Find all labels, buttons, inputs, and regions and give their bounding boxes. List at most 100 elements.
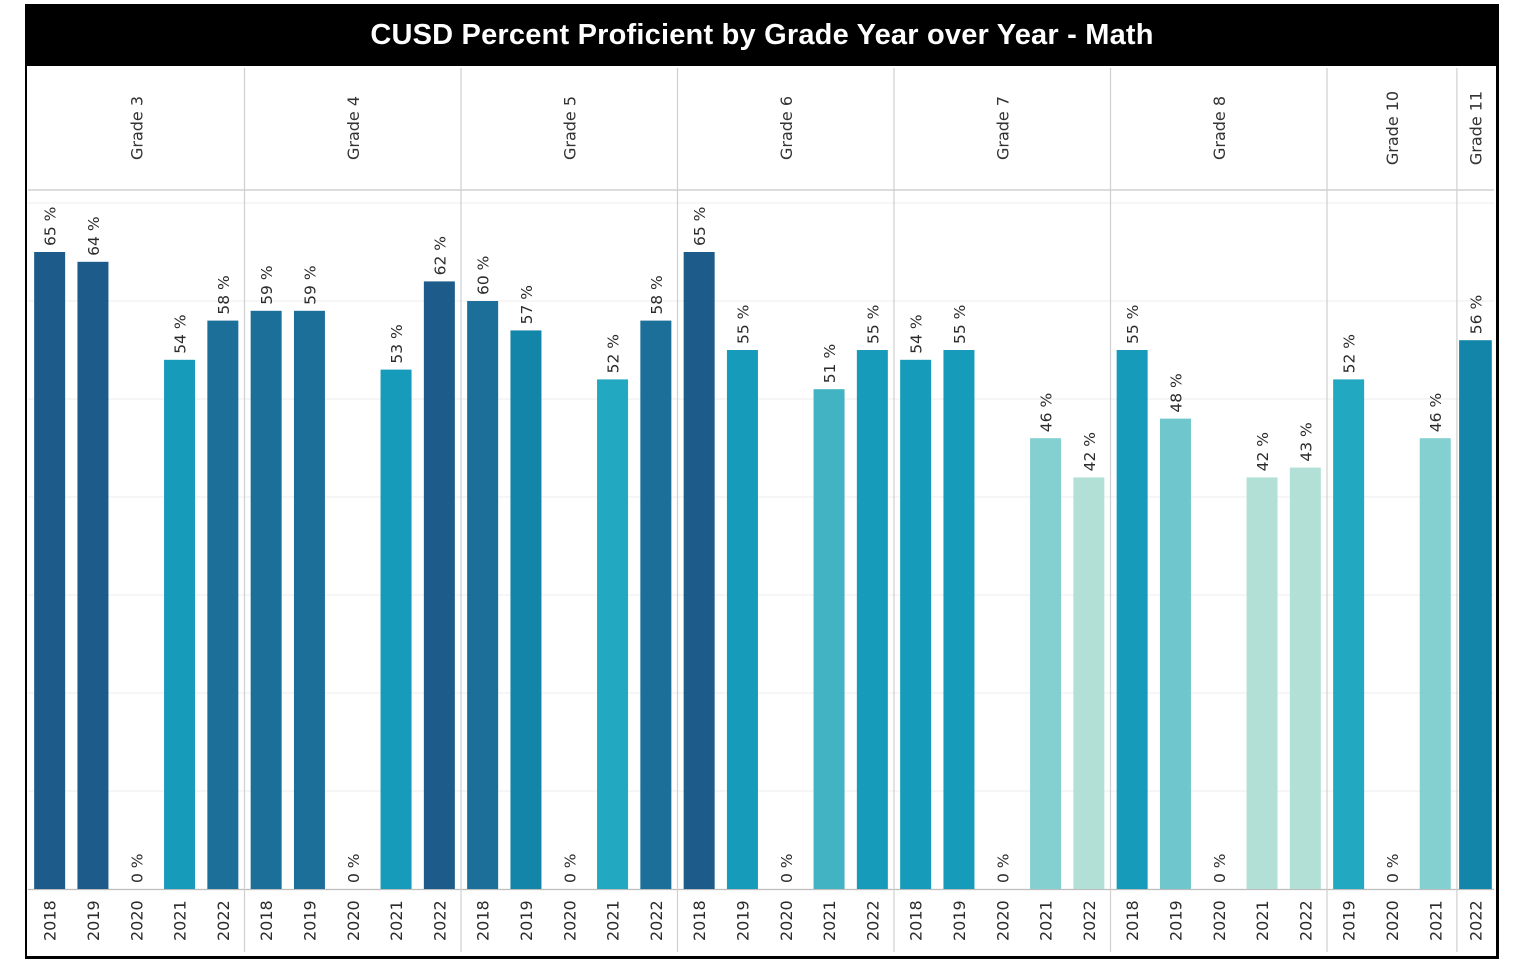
data-label: 62 %: [431, 236, 449, 275]
x-tick-label: 2020: [344, 900, 363, 941]
bar-grade-3-2021: [164, 359, 196, 889]
bar-grade-7-2021: [1030, 438, 1062, 889]
x-tick-label: 2020: [1383, 900, 1402, 941]
x-tick-label: 2019: [517, 900, 536, 941]
x-tick-label: 2022: [1466, 900, 1485, 941]
x-tick-label: 2018: [690, 900, 709, 941]
x-tick-label: 2022: [214, 900, 233, 941]
bar-grade-5-2022: [640, 320, 672, 890]
chart-title: CUSD Percent Proficient by Grade Year ov…: [25, 4, 1499, 66]
data-label: 0 %: [345, 853, 363, 883]
x-tick-label: 2018: [41, 900, 60, 941]
group-header-grade-6: Grade 6: [777, 96, 796, 160]
data-label: 60 %: [475, 256, 493, 295]
x-tick-label: 2020: [777, 900, 796, 941]
data-label: 42 %: [1081, 432, 1099, 471]
bar-grade-4-2018: [250, 310, 282, 889]
bar-grade-4-2021: [380, 369, 412, 890]
data-label: 55 %: [951, 305, 969, 344]
group-header-grade-4: Grade 4: [344, 96, 363, 160]
data-label: 0 %: [994, 853, 1012, 883]
group-header-grade-8: Grade 8: [1210, 96, 1229, 160]
x-tick-label: 2020: [993, 900, 1012, 941]
data-label: 57 %: [518, 285, 536, 324]
x-tick-label: 2020: [127, 900, 146, 941]
x-tick-label: 2021: [820, 900, 839, 941]
data-label: 58 %: [215, 275, 233, 314]
bar-grade-10-2019: [1333, 379, 1365, 889]
bar-grade-6-2021: [813, 389, 845, 889]
x-tick-label: 2020: [1210, 900, 1229, 941]
bar-grade-3-2019: [77, 261, 109, 889]
data-label: 46 %: [1427, 393, 1445, 432]
data-label: 0 %: [561, 853, 579, 883]
data-label: 0 %: [128, 853, 146, 883]
x-tick-label: 2020: [560, 900, 579, 941]
bar-grade-8-2018: [1116, 350, 1148, 889]
data-label: 51 %: [821, 344, 839, 383]
group-header-grade-7: Grade 7: [993, 96, 1012, 160]
bar-grade-6-2018: [683, 252, 715, 889]
bar-grade-7-2022: [1073, 477, 1105, 889]
data-label: 59 %: [301, 265, 319, 304]
data-label: 0 %: [1384, 853, 1402, 883]
group-header-grade-11: Grade 11: [1466, 91, 1485, 165]
x-tick-label: 2018: [907, 900, 926, 941]
x-tick-label: 2019: [300, 900, 319, 941]
x-tick-label: 2018: [474, 900, 493, 941]
data-label: 52 %: [1341, 334, 1359, 373]
data-label: 52 %: [605, 334, 623, 373]
data-label: 65 %: [691, 207, 709, 246]
group-header-grade-10: Grade 10: [1383, 91, 1402, 165]
data-label: 0 %: [778, 853, 796, 883]
data-label: 54 %: [172, 314, 190, 353]
data-label: 55 %: [1124, 305, 1142, 344]
data-label: 54 %: [908, 314, 926, 353]
bar-grade-8-2021: [1246, 477, 1278, 889]
bar-grade-4-2022: [423, 281, 455, 889]
data-label: 64 %: [85, 216, 103, 255]
bar-grade-3-2018: [34, 252, 66, 889]
x-tick-label: 2021: [1037, 900, 1056, 941]
bar-grade-6-2019: [726, 350, 758, 889]
x-tick-label: 2019: [950, 900, 969, 941]
x-tick-label: 2019: [733, 900, 752, 941]
x-tick-label: 2018: [257, 900, 276, 941]
data-label: 55 %: [864, 305, 882, 344]
bar-grade-11-2022: [1459, 340, 1492, 889]
data-label: 46 %: [1038, 393, 1056, 432]
x-tick-label: 2018: [1123, 900, 1142, 941]
x-tick-label: 2022: [1080, 900, 1099, 941]
data-label: 65 %: [42, 207, 60, 246]
bar-grade-5-2018: [467, 301, 499, 889]
x-tick-label: 2021: [1426, 900, 1445, 941]
bar-grade-4-2019: [293, 310, 325, 889]
x-tick-label: 2021: [604, 900, 623, 941]
x-tick-label: 2019: [84, 900, 103, 941]
x-tick-label: 2022: [863, 900, 882, 941]
x-tick-label: 2019: [1340, 900, 1359, 941]
data-label: 0 %: [1211, 853, 1229, 883]
group-header-grade-3: Grade 3: [127, 96, 146, 160]
data-label: 48 %: [1167, 373, 1185, 412]
bar-grade-8-2019: [1159, 418, 1191, 889]
bar-grade-7-2018: [900, 359, 932, 889]
bar-grade-7-2019: [943, 350, 975, 889]
data-label: 43 %: [1297, 422, 1315, 461]
x-tick-label: 2019: [1166, 900, 1185, 941]
x-tick-label: 2021: [387, 900, 406, 941]
bar-grade-3-2022: [207, 320, 239, 890]
bar-grade-5-2021: [597, 379, 629, 889]
bar-grade-6-2022: [856, 350, 888, 889]
x-tick-label: 2022: [430, 900, 449, 941]
data-label: 56 %: [1467, 295, 1485, 334]
bar-grade-5-2019: [510, 330, 542, 889]
data-label: 55 %: [734, 305, 752, 344]
x-tick-label: 2022: [647, 900, 666, 941]
data-label: 53 %: [388, 324, 406, 363]
x-tick-label: 2021: [171, 900, 190, 941]
data-label: 59 %: [258, 265, 276, 304]
group-header-grade-5: Grade 5: [560, 96, 579, 160]
x-tick-label: 2021: [1253, 900, 1272, 941]
